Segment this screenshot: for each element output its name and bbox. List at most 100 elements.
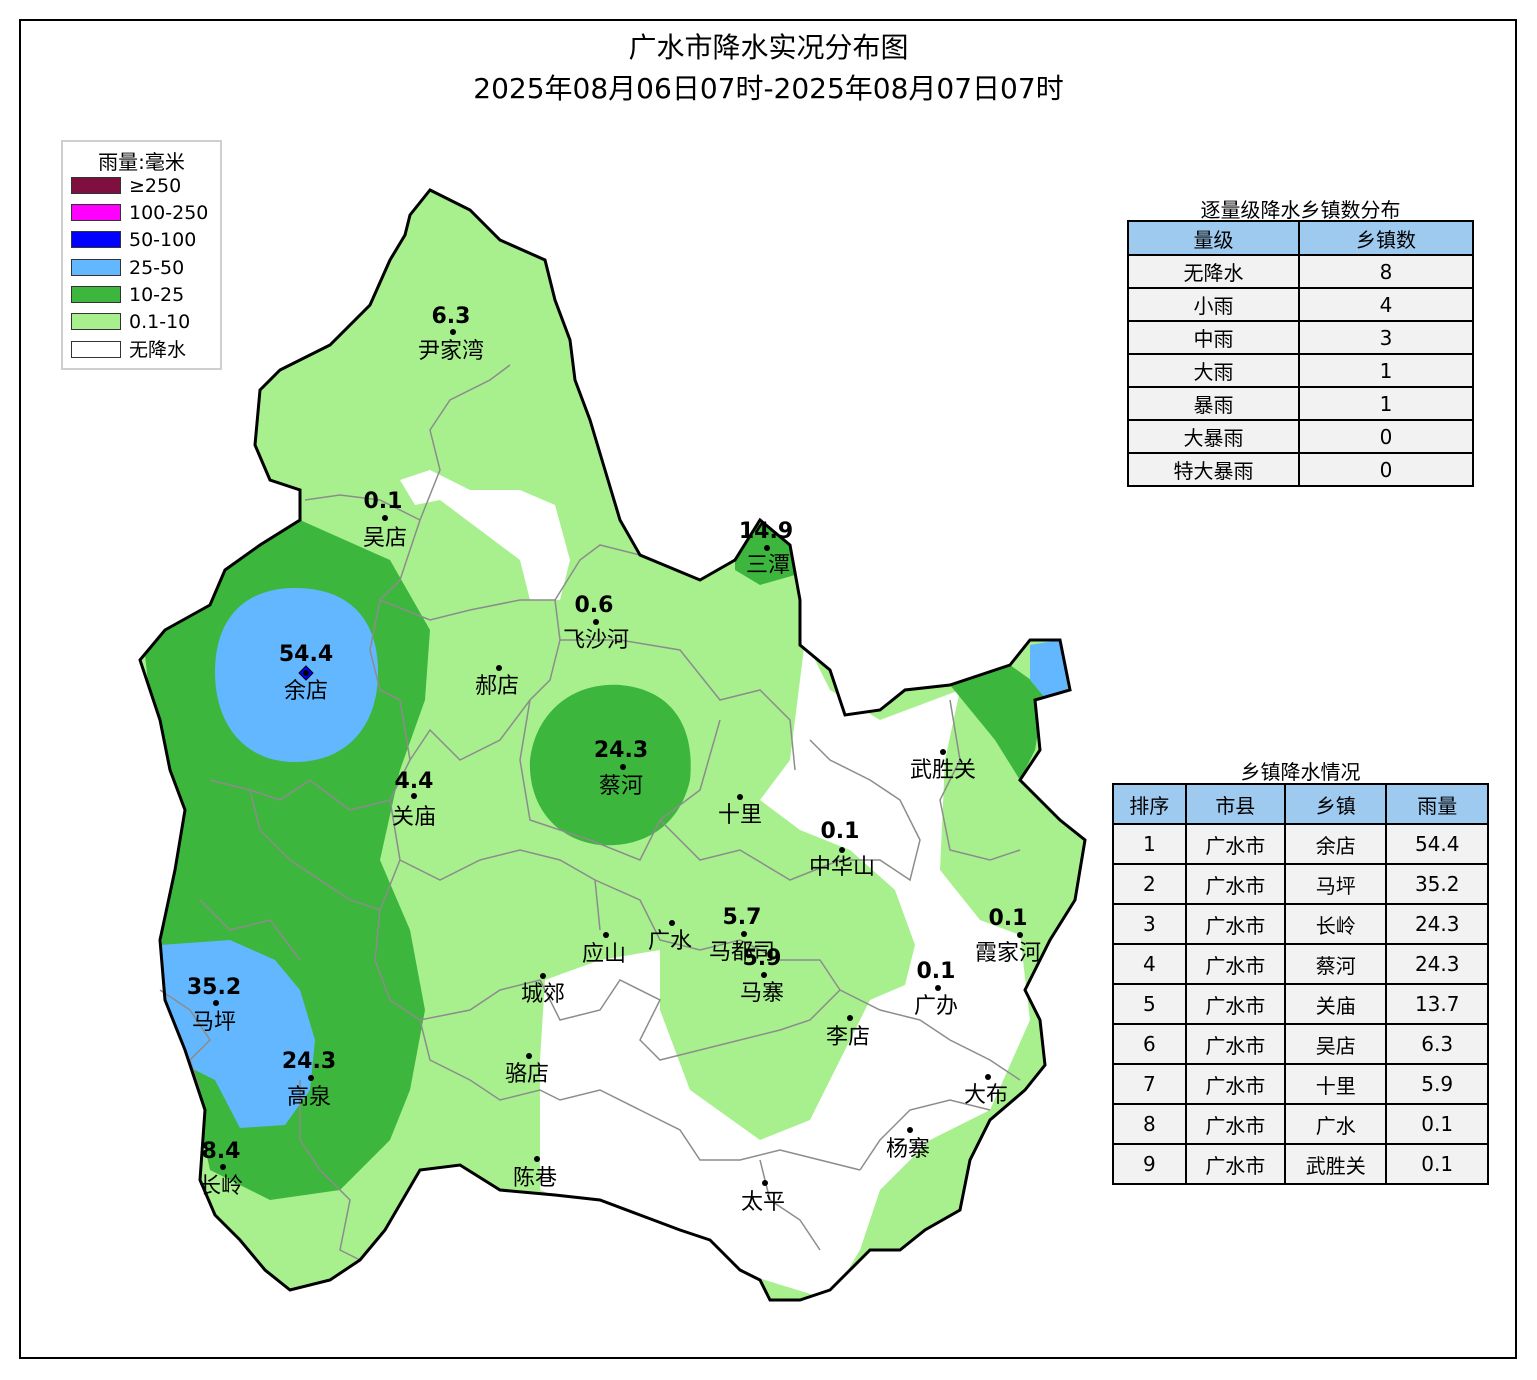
county-cell: 广水市 (1184, 1063, 1287, 1105)
rainfall-header: 雨量 (1385, 783, 1489, 825)
svg-text:5.7: 5.7 (723, 905, 762, 930)
svg-text:郝店: 郝店 (475, 674, 519, 699)
grade-table: 量级 乡镇数 无降水 8 小雨 4 中雨 3 大雨 1 暴雨 1 大暴雨 0 特大暴雨 0 (1127, 220, 1474, 487)
station-dabu[interactable]: 大布 (964, 1074, 1008, 1108)
legend-swatch (71, 231, 121, 248)
svg-text:骆店: 骆店 (505, 1062, 549, 1087)
rainfall-cell: 24.3 (1385, 903, 1489, 945)
legend-swatch (71, 177, 121, 194)
station-changling[interactable]: 8.4 长岭 (199, 1139, 243, 1199)
rank-cell: 8 (1112, 1103, 1187, 1145)
svg-text:飞沙河: 飞沙河 (563, 628, 629, 653)
county-cell: 广水市 (1184, 1143, 1287, 1185)
svg-text:中华山: 中华山 (809, 855, 875, 880)
table-row: 7 广水市 十里 5.9 (1112, 1063, 1489, 1105)
table-row: 8 广水市 广水 0.1 (1112, 1103, 1489, 1145)
rainfall-legend: 雨量:毫米 ≥250 100-250 50-100 25-50 10-25 0.… (61, 140, 222, 370)
station-mazhai[interactable]: 5.9 马寨 (740, 946, 784, 1006)
table-row: 6 广水市 吴店 6.3 (1112, 1023, 1489, 1065)
county-header: 市县 (1184, 783, 1287, 825)
town-cell: 长岭 (1284, 903, 1388, 945)
svg-text:余店: 余店 (284, 679, 328, 704)
svg-text:0.1: 0.1 (989, 906, 1028, 931)
station-yangzhai[interactable]: 杨寨 (886, 1127, 930, 1162)
table-row: 2 广水市 马坪 35.2 (1112, 863, 1489, 905)
station-layer: 6.3 尹家湾 0.1 吴店 14.9 三潭 0.6 飞沙河 54.4 余店 郝店 24.… (187, 304, 1041, 1215)
legend-label: ≥250 (129, 175, 182, 197)
svg-text:城郊: 城郊 (521, 982, 565, 1007)
town-table-title: 乡镇降水情况 (1240, 760, 1361, 784)
svg-text:吴店: 吴店 (363, 526, 407, 551)
rank-cell: 1 (1112, 823, 1187, 865)
svg-text:李店: 李店 (826, 1025, 870, 1050)
svg-text:广水: 广水 (648, 929, 692, 954)
township-boundaries (159, 364, 1021, 1261)
station-guangshui[interactable]: 广水 (648, 920, 692, 954)
station-chengjiao[interactable]: 城郊 (521, 973, 565, 1007)
legend-item: 无降水 (71, 339, 221, 361)
svg-text:三潭: 三潭 (746, 553, 790, 578)
legend-item: 0.1-10 (71, 311, 221, 333)
legend-swatch (71, 286, 121, 303)
grade-cell: 大暴雨 (1127, 419, 1300, 454)
count-header: 乡镇数 (1298, 220, 1474, 256)
station-feishahe[interactable]: 0.6 飞沙河 (563, 593, 629, 653)
station-santan[interactable]: 14.9 三潭 (739, 519, 793, 578)
station-haodian[interactable]: 郝店 (475, 665, 519, 699)
svg-text:杨寨: 杨寨 (886, 1137, 930, 1162)
svg-text:0.1: 0.1 (821, 819, 860, 844)
station-zhonghuashan[interactable]: 0.1 中华山 (809, 819, 875, 880)
rank-cell: 6 (1112, 1023, 1187, 1065)
town-header: 乡镇 (1284, 783, 1388, 825)
station-lidian[interactable]: 李店 (826, 1015, 870, 1050)
svg-text:蔡河: 蔡河 (599, 774, 643, 799)
station-xiajiahe[interactable]: 0.1 霞家河 (975, 906, 1041, 966)
legend-label: 50-100 (129, 229, 197, 251)
svg-text:武胜关: 武胜关 (910, 758, 976, 783)
grade-cell: 暴雨 (1127, 386, 1300, 421)
svg-text:太平: 太平 (741, 1190, 785, 1215)
count-cell: 4 (1298, 287, 1474, 322)
rank-cell: 7 (1112, 1063, 1187, 1105)
grade-cell: 大雨 (1127, 353, 1300, 388)
table-row: 3 广水市 长岭 24.3 (1112, 903, 1489, 945)
station-wudian[interactable]: 0.1 吴店 (363, 489, 407, 551)
svg-text:马寨: 马寨 (740, 981, 784, 1006)
station-guangban[interactable]: 0.1 广办 (914, 959, 958, 1019)
station-madusi[interactable]: 5.7 马都司 (709, 905, 775, 965)
station-maping[interactable]: 35.2 马坪 (187, 975, 241, 1035)
county-cell: 广水市 (1184, 903, 1287, 945)
legend-swatch (71, 313, 121, 330)
count-cell: 1 (1298, 386, 1474, 421)
grade-cell: 特大暴雨 (1127, 452, 1300, 487)
svg-text:马坪: 马坪 (192, 1010, 236, 1035)
station-shili[interactable]: 十里 (718, 794, 762, 828)
rainfall-cell: 6.3 (1385, 1023, 1489, 1065)
station-yudian[interactable]: 54.4 余店 (279, 642, 333, 704)
station-guanmiao[interactable]: 4.4 关庙 (392, 769, 436, 830)
station-yinjiawan[interactable]: 6.3 尹家湾 (418, 304, 484, 364)
town-cell: 武胜关 (1284, 1143, 1388, 1185)
station-yingshan[interactable]: 应山 (582, 932, 626, 967)
station-caihe[interactable]: 24.3 蔡河 (594, 738, 648, 799)
svg-text:6.3: 6.3 (432, 304, 471, 329)
grade-cell: 中雨 (1127, 320, 1300, 355)
legend-item: 50-100 (71, 229, 221, 251)
count-cell: 0 (1298, 419, 1474, 454)
map-frame (19, 19, 1517, 1359)
station-wushengguan[interactable]: 武胜关 (910, 749, 976, 783)
map-subtitle: 2025年08月06日07时-2025年08月07日07时 (473, 72, 1064, 105)
svg-text:关庙: 关庙 (392, 805, 436, 830)
station-taiping[interactable]: 太平 (741, 1180, 785, 1215)
rank-cell: 5 (1112, 983, 1187, 1025)
station-gaoquan[interactable]: 24.3 高泉 (282, 1049, 336, 1110)
station-luodian[interactable]: 骆店 (505, 1053, 549, 1087)
town-cell: 关庙 (1284, 983, 1388, 1025)
legend-label: 0.1-10 (129, 311, 191, 333)
legend-swatch (71, 259, 121, 276)
rainfall-cell: 35.2 (1385, 863, 1489, 905)
rank-cell: 3 (1112, 903, 1187, 945)
svg-text:马都司: 马都司 (709, 940, 775, 965)
station-chenxiang[interactable]: 陈巷 (513, 1156, 557, 1191)
town-cell: 马坪 (1284, 863, 1388, 905)
